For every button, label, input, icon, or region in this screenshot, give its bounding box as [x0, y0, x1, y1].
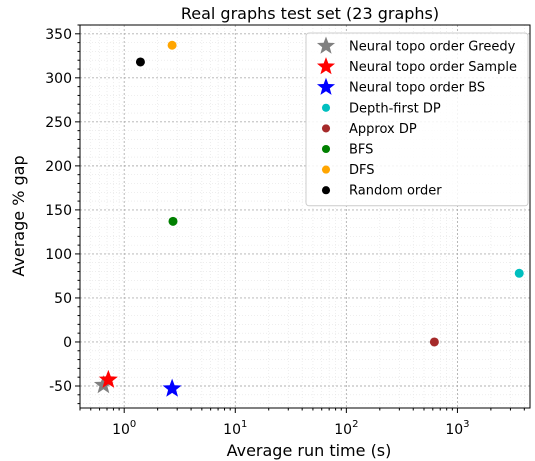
x-tick-label: 102	[334, 419, 358, 438]
x-tick-label: 100	[112, 419, 136, 438]
y-tick-label: 350	[45, 27, 72, 43]
legend-box	[305, 32, 529, 207]
legend-label: BFS	[349, 143, 373, 158]
legend-marker	[321, 165, 331, 174]
legend-label: Neural topo order BS	[349, 81, 485, 96]
legend-marker	[316, 77, 336, 95]
data-point	[429, 337, 439, 347]
data-point	[514, 268, 524, 278]
data-points	[93, 40, 524, 397]
legend: Neural topo order Greedy Neural topo orde…	[305, 32, 529, 207]
axes: -50 0 50 100 150 200 250 300 350 100 101 102 103	[45, 24, 525, 438]
y-tick-label: 200	[45, 159, 72, 175]
legend-marker	[316, 36, 336, 54]
legend-marker	[321, 103, 331, 112]
y-tick-label: -50	[49, 379, 72, 395]
legend-label: DFS	[349, 163, 375, 178]
legend-label: Depth-first DP	[349, 101, 441, 116]
legend-marker	[321, 124, 331, 133]
legend-marker	[321, 186, 331, 195]
data-point	[167, 40, 177, 50]
data-point	[162, 378, 182, 397]
data-point	[98, 369, 118, 388]
data-point	[135, 57, 145, 67]
data-point	[93, 375, 113, 394]
y-axis-label: Average % gap	[9, 155, 28, 276]
y-tick-label: 100	[45, 247, 72, 263]
chart-title: Real graphs test set (23 graphs)	[181, 4, 439, 23]
legend-marker	[321, 144, 331, 154]
y-tick-label: 0	[63, 335, 72, 351]
legend-label: Neural topo order Sample	[349, 60, 517, 75]
x-tick-label: 101	[223, 419, 247, 438]
x-axis-label: Average run time (s)	[227, 441, 392, 460]
legend-label: Approx DP	[349, 122, 417, 137]
y-tick-label: 300	[45, 71, 72, 87]
y-tick-label: 250	[45, 115, 72, 131]
plot-frame	[79, 24, 531, 409]
data-point	[168, 216, 178, 226]
legend-label: Random order	[349, 184, 442, 199]
y-tick-label: 150	[45, 203, 72, 219]
x-tick-label: 103	[445, 419, 469, 438]
legend-marker	[316, 57, 336, 75]
legend-label: Neural topo order Greedy	[349, 40, 516, 55]
y-tick-label: 50	[54, 291, 72, 307]
